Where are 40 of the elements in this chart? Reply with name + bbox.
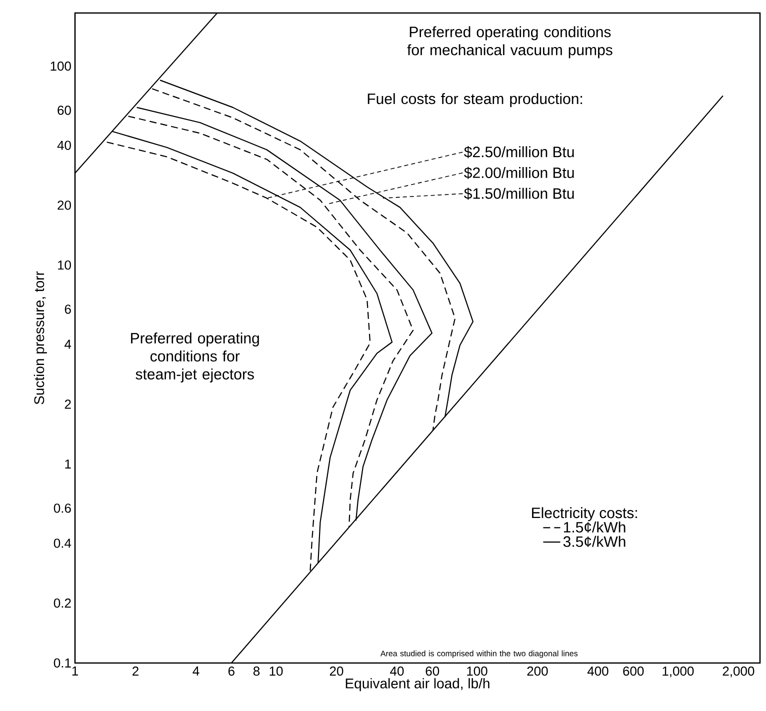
annotation: $1.50/million Btu	[464, 188, 574, 200]
x-tick-label: 20	[330, 666, 344, 676]
annotation: Fuel costs for steam production:	[368, 93, 582, 108]
y-tick-label: 2	[64, 400, 71, 409]
y-tick-label: 4	[64, 340, 72, 349]
x-tick-label: 1	[72, 666, 78, 676]
annotation: Preferred operating conditions for mechanical vacuum pumps	[407, 26, 612, 58]
x-tick-label: 6	[228, 666, 234, 676]
annotation: Preferred operating conditions for steam-jet ejectors	[131, 332, 259, 382]
y-tick-label: 0.1	[54, 658, 71, 668]
x-tick-label: 2	[132, 666, 138, 676]
x-tick-label: 2,000	[722, 666, 754, 678]
x-tick-label: 10	[270, 666, 283, 676]
x-tick-label: 40	[390, 666, 404, 676]
annotation: Area studied is comprised within the two diagonal lines	[380, 650, 578, 658]
y-tick-label: 0.2	[54, 598, 71, 608]
x-tick-label: 100	[467, 666, 488, 676]
y-tick-label: 10	[58, 260, 71, 270]
x-axis-title: Equivalent air load, lb/h	[346, 678, 490, 692]
x-tick-label: 200	[527, 666, 548, 676]
legend-label: 1.5¢/kWh	[564, 522, 626, 533]
legend-title: Electricity costs:	[532, 507, 637, 522]
y-tick-label: 40	[57, 140, 71, 150]
annotation: $2.50/million Btu	[464, 146, 574, 158]
x-tick-label: 400	[587, 666, 608, 676]
y-axis-title: Suction pressure, torr	[34, 271, 47, 404]
x-tick-label: 1,000	[662, 666, 694, 678]
y-tick-label: 60	[58, 106, 71, 115]
x-tick-label: 4	[192, 666, 200, 676]
legend-label: 3.5¢/kWh	[563, 536, 626, 548]
y-tick-label: 20	[58, 200, 71, 210]
annotation: $2.00/million Btu	[464, 166, 574, 179]
x-tick-label: 60	[426, 666, 440, 676]
y-tick-label: 100	[50, 62, 71, 71]
x-tick-label: 600	[623, 666, 644, 676]
x-tick-label: 8	[253, 666, 260, 676]
y-tick-label: 6	[64, 304, 71, 314]
y-tick-label: 1	[65, 460, 71, 469]
y-tick-label: 0.6	[54, 504, 71, 513]
y-tick-label: 0.4	[54, 538, 72, 548]
